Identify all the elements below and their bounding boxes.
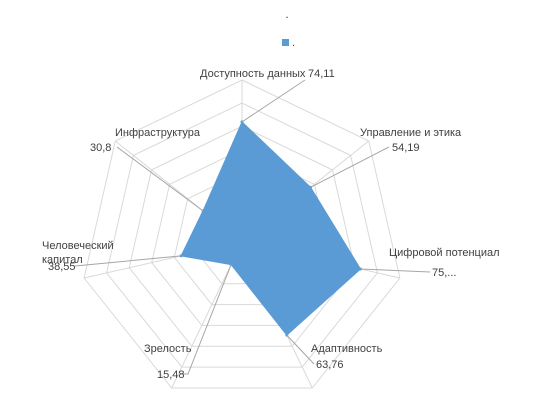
leader-line bbox=[180, 264, 232, 375]
data-label: 30,8 bbox=[90, 142, 111, 154]
data-label: 54,19 bbox=[392, 142, 420, 154]
grid-ring bbox=[83, 79, 401, 389]
category-label: Цифровой потенциал bbox=[389, 247, 500, 259]
category-label: Инфраструктура bbox=[115, 127, 201, 139]
legend-entry: . bbox=[292, 37, 295, 49]
legend: . bbox=[282, 37, 295, 49]
category-label: Человеческий капитал bbox=[42, 240, 114, 266]
data-label: 75,... bbox=[432, 267, 456, 279]
category-label: Управление и этика bbox=[360, 127, 462, 139]
leader-line bbox=[74, 255, 182, 267]
legend-swatch bbox=[282, 39, 289, 46]
leader-lines bbox=[74, 79, 431, 375]
leader-line bbox=[116, 146, 204, 212]
series-area bbox=[180, 121, 362, 336]
data-labels: 74,11 54,19 75,... 63,76 15,48 38,55 30,8 bbox=[48, 68, 456, 381]
grid-ring bbox=[106, 102, 378, 368]
category-labels: Доступность данных Управление и этика Цифр… bbox=[42, 68, 500, 355]
data-label: 74,11 bbox=[308, 68, 335, 80]
category-label: Доступность данных bbox=[200, 68, 306, 80]
leader-line bbox=[360, 268, 431, 273]
grid-ring bbox=[128, 125, 356, 347]
chart-title: . bbox=[285, 7, 288, 21]
data-label: 15,48 bbox=[157, 369, 185, 381]
grid-ring bbox=[151, 148, 333, 326]
category-label: Зрелость bbox=[144, 343, 192, 355]
data-label: 38,55 bbox=[48, 261, 76, 273]
leader-line bbox=[286, 334, 315, 365]
series-layer bbox=[179, 120, 362, 337]
data-label: 63,76 bbox=[316, 359, 344, 371]
category-label: Адаптивность bbox=[311, 343, 383, 355]
leader-line bbox=[310, 146, 390, 188]
leader-line bbox=[241, 79, 306, 123]
